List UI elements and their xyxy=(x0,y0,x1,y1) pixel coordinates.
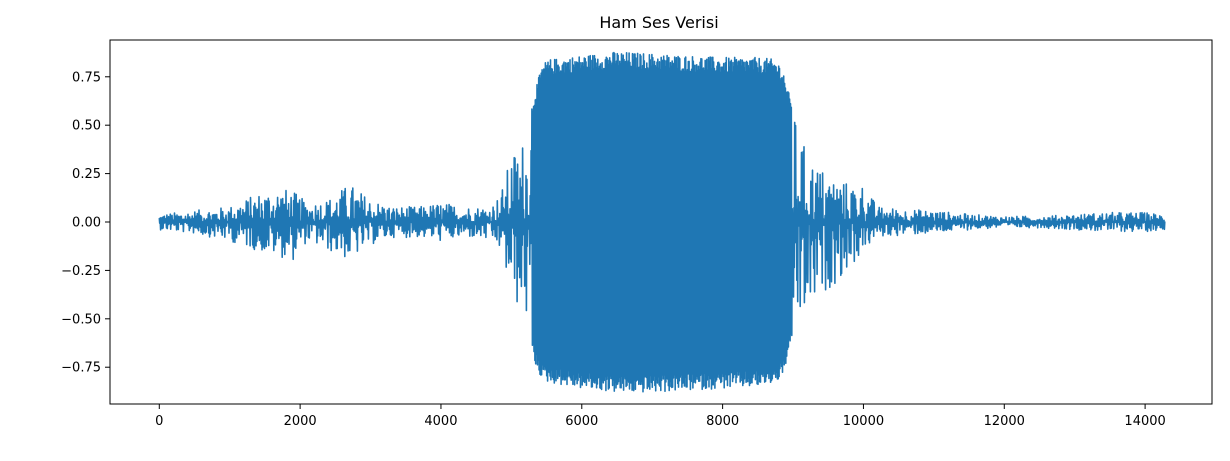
x-tick-label: 14000 xyxy=(1124,414,1165,429)
y-tick-label: 0.25 xyxy=(72,167,101,182)
y-tick-label: −0.25 xyxy=(61,264,101,279)
x-tick-label: 0 xyxy=(155,414,163,429)
chart-title: Ham Ses Verisi xyxy=(599,13,718,32)
x-tick-label: 2000 xyxy=(284,414,317,429)
x-axis: 0 2000 4000 6000 8000 10000 12000 14000 xyxy=(155,404,1166,429)
signal-line xyxy=(158,51,1166,393)
plot-area xyxy=(158,51,1166,393)
y-tick-label: 0.50 xyxy=(72,119,101,134)
y-tick-label: 0.75 xyxy=(72,70,101,85)
x-tick-label: 6000 xyxy=(565,414,598,429)
x-tick-label: 12000 xyxy=(984,414,1025,429)
y-axis: 0.75 0.50 0.25 0.00 −0.25 −0.50 −0.75 xyxy=(61,70,110,376)
x-tick-label: 4000 xyxy=(424,414,457,429)
y-tick-label: −0.75 xyxy=(61,361,101,376)
y-tick-label: −0.50 xyxy=(61,312,101,327)
x-tick-label: 10000 xyxy=(843,414,884,429)
x-tick-label: 8000 xyxy=(706,414,739,429)
y-tick-label: 0.00 xyxy=(72,216,101,231)
